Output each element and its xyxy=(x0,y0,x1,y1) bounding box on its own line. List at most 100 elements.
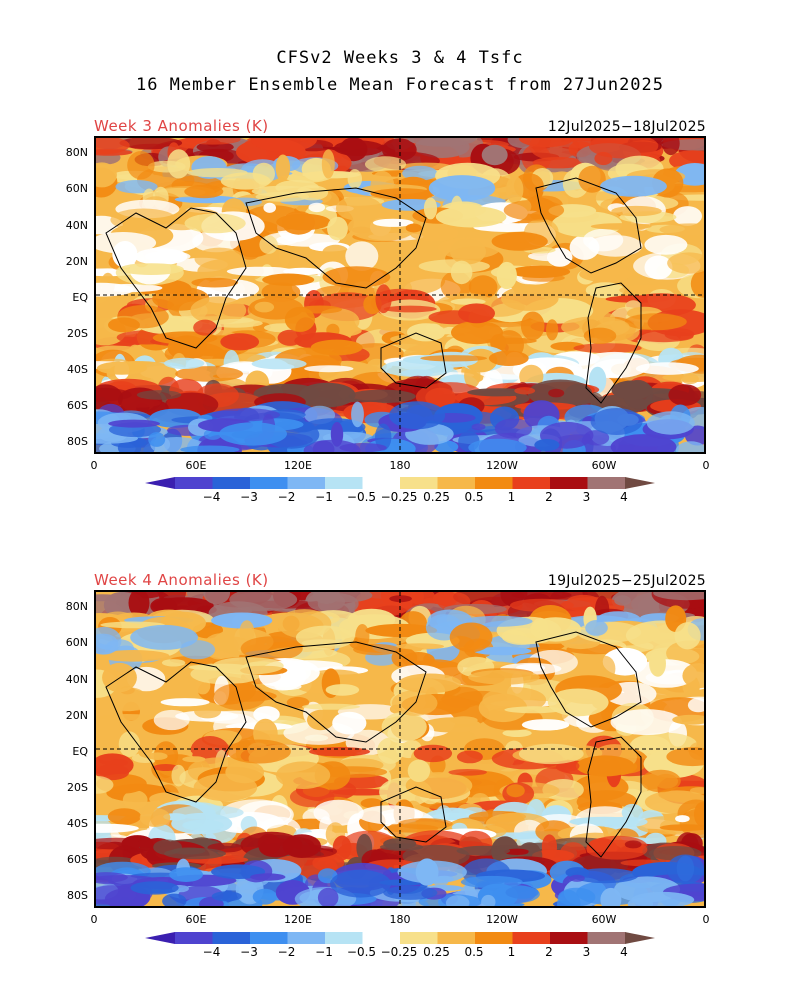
anomaly-patch xyxy=(407,138,477,147)
anomaly-patch xyxy=(190,296,247,325)
colorbar-tick-label: −4 xyxy=(203,945,221,959)
anomaly-patch xyxy=(96,885,137,905)
continent-outline xyxy=(380,332,447,389)
anomaly-patch xyxy=(610,434,677,452)
anomaly-patch xyxy=(624,313,687,331)
colorbar-tick-label: −3 xyxy=(240,490,258,504)
anomaly-patch xyxy=(622,379,654,409)
anomaly-patch xyxy=(458,303,495,324)
anomaly-patch xyxy=(262,273,315,286)
anomaly-patch xyxy=(624,840,642,849)
anomaly-patch xyxy=(666,854,704,885)
anomaly-patch xyxy=(428,175,496,202)
colorbar-swatch xyxy=(550,932,588,944)
anomaly-patch xyxy=(521,719,570,731)
anomaly-patch xyxy=(97,650,170,662)
anomaly-patch xyxy=(347,608,396,631)
colorbar-tick-label: −2 xyxy=(278,945,296,959)
anomaly-patch xyxy=(422,717,481,733)
colorbar-swatch xyxy=(175,932,213,944)
anomaly-patch xyxy=(286,696,310,709)
colorbar-tick-label: −1 xyxy=(315,490,333,504)
anomaly-patch xyxy=(282,211,315,235)
colorbar-swatch xyxy=(475,477,513,489)
anomaly-patch xyxy=(252,162,275,185)
anomaly-patch xyxy=(213,683,266,711)
anomaly-patch xyxy=(365,623,438,638)
anomaly-patch xyxy=(659,824,704,831)
anomaly-patch xyxy=(309,747,370,757)
anomaly-patch xyxy=(302,703,360,710)
anomaly-patch xyxy=(225,761,265,784)
anomaly-patch xyxy=(463,615,533,627)
anomaly-patch xyxy=(610,709,683,736)
anomaly-patch xyxy=(345,241,379,271)
anomaly-patch xyxy=(171,764,186,787)
anomaly-patch xyxy=(395,643,445,650)
anomaly-patch xyxy=(633,331,694,343)
anomaly-patch xyxy=(588,138,659,159)
lon-tick-label: 180 xyxy=(389,459,411,472)
colorbar-tick-label: −1 xyxy=(315,945,333,959)
lon-tick-label: 120W xyxy=(486,459,518,472)
anomaly-patch xyxy=(96,776,114,794)
continent-outline xyxy=(105,661,247,803)
colorbar-tick-label: −0.25 xyxy=(381,945,418,959)
anomaly-patch xyxy=(491,232,548,251)
anomaly-patch xyxy=(405,223,422,233)
anomaly-patch xyxy=(153,839,182,855)
anomaly-patch xyxy=(175,366,243,382)
anomaly-patch xyxy=(667,252,704,274)
anomaly-patch xyxy=(400,369,434,377)
anomaly-patch xyxy=(112,759,128,766)
anomaly-patch xyxy=(184,138,241,145)
lat-tick-label: 20S xyxy=(67,780,88,794)
anomaly-patch xyxy=(283,267,323,276)
anomaly-patch xyxy=(325,684,360,696)
lat-tick-label: 80S xyxy=(67,434,88,448)
lon-tick-label: 0 xyxy=(90,913,98,926)
colorbar-swatch xyxy=(212,477,251,489)
anomaly-patch xyxy=(492,885,540,904)
anomaly-patch xyxy=(226,266,296,277)
anomaly-patch xyxy=(674,622,701,650)
anomaly-patch xyxy=(502,729,532,737)
anomaly-patch xyxy=(317,887,339,906)
anomaly-patch xyxy=(134,248,188,265)
anomaly-patch xyxy=(108,419,160,428)
anomaly-patch xyxy=(519,364,544,389)
lon-tick-label: 60E xyxy=(185,913,207,926)
colorbar-swatch xyxy=(400,932,438,944)
anomaly-patch xyxy=(406,323,446,342)
anomaly-patch xyxy=(450,260,473,285)
colorbar-tick-label: −4 xyxy=(203,490,221,504)
anomaly-patch xyxy=(191,277,238,288)
anomaly-patch xyxy=(644,255,673,280)
anomaly-patch xyxy=(253,706,280,723)
anomaly-patch xyxy=(301,639,344,647)
anomaly-patch xyxy=(583,327,617,344)
anomaly-patch xyxy=(534,439,560,451)
anomaly-patch xyxy=(372,218,414,227)
colorbar-tick-label: −2 xyxy=(278,490,296,504)
anomaly-patch xyxy=(585,620,608,636)
anomaly-patch xyxy=(481,894,496,906)
anomaly-patch xyxy=(503,199,565,221)
anomaly-patch xyxy=(549,732,598,746)
anomaly-patch xyxy=(471,423,486,431)
anomaly-patch xyxy=(252,888,277,905)
anomaly-patch xyxy=(450,238,486,265)
anomaly-patch xyxy=(304,365,354,373)
panel-week3-label: Week 3 Anomalies (K) xyxy=(94,117,269,135)
anomaly-patch xyxy=(194,247,245,270)
anomaly-patch xyxy=(167,149,191,179)
anomaly-patch xyxy=(381,711,427,742)
anomaly-patch xyxy=(666,747,704,767)
anomaly-patch xyxy=(420,355,488,362)
anomaly-patch xyxy=(541,834,557,860)
anomaly-patch xyxy=(473,646,532,656)
anomaly-patch xyxy=(220,333,260,351)
anomaly-patch xyxy=(635,362,699,375)
anomaly-patch xyxy=(682,663,704,689)
anomaly-patch xyxy=(332,711,367,735)
